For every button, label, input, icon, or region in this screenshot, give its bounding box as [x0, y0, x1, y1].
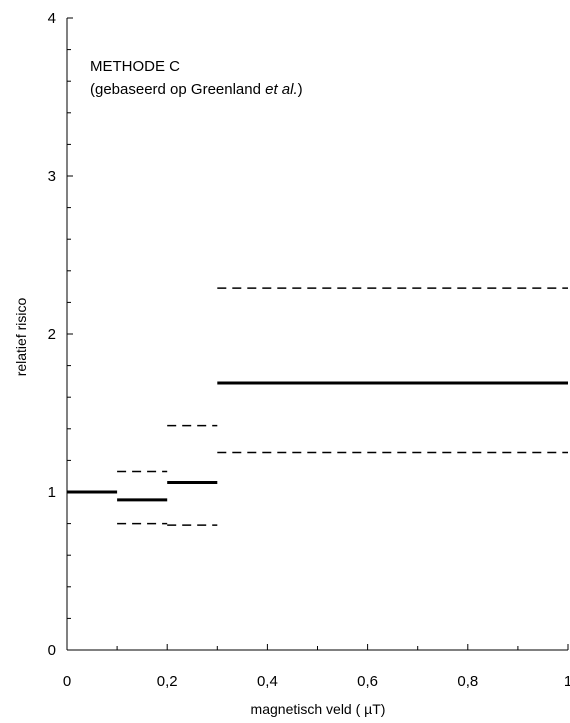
series-layer — [67, 287, 568, 526]
annotation-subtitle-italic: et al. — [265, 81, 298, 98]
annotation-title: METHODE C — [90, 58, 180, 75]
x-tick-label: 0,8 — [457, 673, 478, 690]
annotation-subtitle-prefix: (gebaseerd op Greenland — [90, 81, 265, 98]
x-tick-label: 1 — [564, 673, 570, 690]
y-tick-label: 0 — [48, 642, 56, 659]
y-tick-label: 1 — [48, 484, 56, 501]
axes — [66, 18, 568, 651]
series-1 — [67, 381, 568, 502]
annotation-subtitle-suffix: ) — [298, 81, 303, 98]
x-tick-label: 0 — [63, 673, 71, 690]
x-tick-label: 0,4 — [257, 673, 278, 690]
y-tick-label: 4 — [48, 10, 56, 27]
y-tick-label: 3 — [48, 168, 56, 185]
series-3 — [117, 451, 568, 526]
x-tick-label: 0,2 — [157, 673, 178, 690]
annotation-subtitle: (gebaseerd op Greenland et al.) — [90, 81, 303, 98]
y-tick-label: 2 — [48, 326, 56, 343]
x-tick-label: 0,6 — [357, 673, 378, 690]
ticks-layer: 0 1 2 3 4 0 0,2 0,4 0,6 0,8 1 — [48, 10, 570, 690]
y-axis-title: relatief risico — [13, 298, 29, 377]
x-axis-title: magnetisch veld ( µT) — [251, 701, 386, 717]
series-2 — [117, 287, 568, 473]
